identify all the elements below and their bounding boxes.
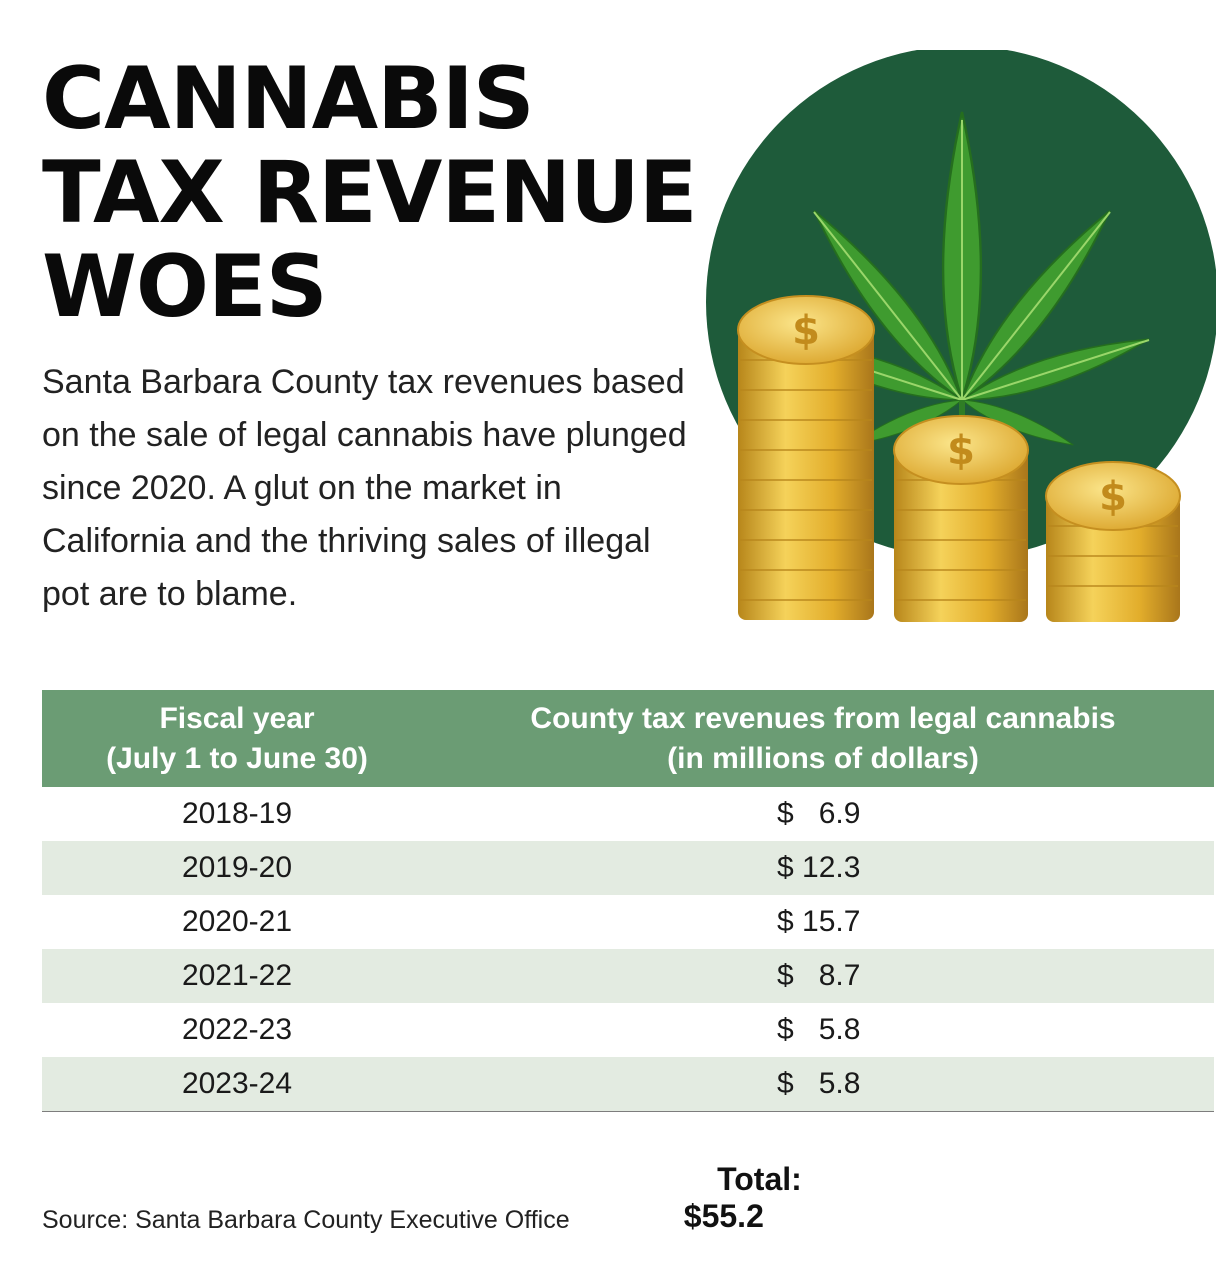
year-cell: 2020-21 xyxy=(181,905,293,938)
amount-cell: $ 15.7 xyxy=(432,895,1214,949)
svg-text:$: $ xyxy=(792,308,820,354)
table-row: 2018-19 $ 6.9 xyxy=(42,787,1214,841)
total-value: $55.2 xyxy=(683,1198,764,1234)
amount-value: $ 8.7 xyxy=(777,959,861,992)
total-row: Total: $55.2 xyxy=(660,1124,802,1235)
header-fiscal-year: Fiscal year (July 1 to June 30) xyxy=(42,690,432,787)
amount-cell: $ 5.8 xyxy=(432,1003,1214,1057)
svg-text:$: $ xyxy=(1099,474,1127,520)
year-cell: 2023-24 xyxy=(42,1057,432,1112)
year-cell: 2018-19 xyxy=(181,797,293,830)
header-line: (in millions of dollars) xyxy=(667,741,979,775)
amount-cell: $ 5.8 xyxy=(432,1057,1214,1112)
amount-cell: $ 8.7 xyxy=(432,949,1214,1003)
amount-value: $ 5.8 xyxy=(777,1067,861,1100)
revenue-table: Fiscal year (July 1 to June 30) County t… xyxy=(42,690,1214,1112)
header-line: County tax revenues from legal cannabis xyxy=(530,701,1116,735)
table-row: 2021-22 $ 8.7 xyxy=(42,949,1214,1003)
headline: CANNABIS TAX REVENUE WOES xyxy=(42,49,698,337)
total-label: Total: xyxy=(717,1161,802,1197)
amount-value: $ 6.9 xyxy=(777,797,861,830)
header-line: Fiscal year xyxy=(159,701,315,735)
amount-value: $ 15.7 xyxy=(777,905,861,938)
svg-text:$: $ xyxy=(947,428,975,474)
table-row: 2023-24 $ 5.8 xyxy=(42,1057,1214,1112)
amount-cell: $ 12.3 xyxy=(432,841,1214,895)
coin-stack-icon: $ xyxy=(1045,461,1181,622)
coin-stack-icon: $ xyxy=(893,415,1029,622)
amount-cell: $ 6.9 xyxy=(432,787,1214,841)
table-row: 2022-23 $ 5.8 xyxy=(42,1003,1214,1057)
year-cell: 2022-23 xyxy=(181,1013,293,1046)
amount-value: $ 5.8 xyxy=(777,1013,861,1046)
headline-line: TAX REVENUE xyxy=(42,143,698,243)
table-header-row: Fiscal year (July 1 to June 30) County t… xyxy=(42,690,1214,787)
header-revenue: County tax revenues from legal cannabis … xyxy=(432,690,1214,787)
header-line: (July 1 to June 30) xyxy=(106,741,368,775)
table-row: 2019-20 $ 12.3 xyxy=(42,841,1214,895)
intro-text: Santa Barbara County tax revenues based … xyxy=(42,363,687,613)
table-row: 2020-21 $ 15.7 xyxy=(42,895,1214,949)
coin-stack-icon: $ xyxy=(737,295,875,620)
headline-line: WOES xyxy=(42,237,328,337)
illustration: $ $ $ xyxy=(706,50,1216,622)
year-cell: 2019-20 xyxy=(42,841,432,895)
year-cell: 2021-22 xyxy=(42,949,432,1003)
amount-value: $ 12.3 xyxy=(777,851,861,884)
headline-line: CANNABIS xyxy=(42,49,535,149)
source-note: Source: Santa Barbara County Executive O… xyxy=(42,1206,570,1234)
